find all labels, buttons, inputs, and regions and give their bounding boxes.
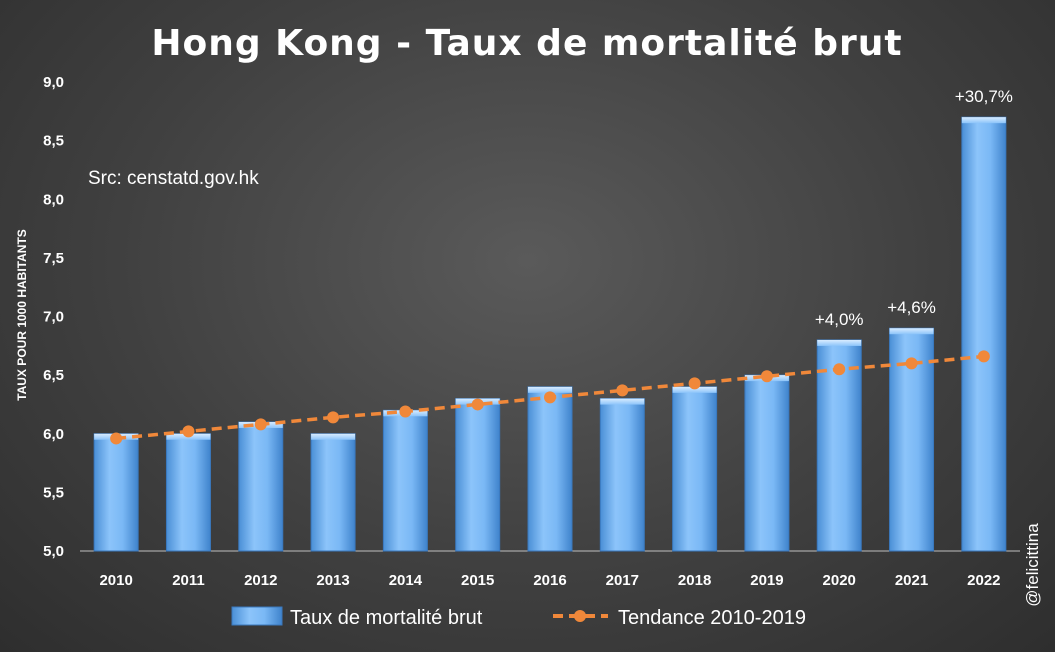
bar: [93, 433, 139, 552]
legend-trend-label: Tendance 2010-2019: [618, 607, 806, 629]
chart-title: Hong Kong - Taux de mortalité brut: [151, 23, 902, 64]
bar: [382, 409, 428, 552]
trend-point: [977, 350, 990, 363]
bar-body: [672, 386, 718, 552]
bar-body: [310, 433, 356, 552]
y-tick-label: 5,0: [43, 543, 64, 560]
x-tick-label: 2013: [316, 572, 349, 589]
bar-body: [238, 421, 284, 552]
x-tick-label: 2011: [172, 572, 205, 589]
trend-point: [833, 363, 846, 376]
y-tick-label: 6,5: [43, 367, 64, 384]
y-tick-label: 9,0: [43, 74, 64, 91]
x-tick-label: 2017: [606, 572, 639, 589]
bar: [672, 386, 718, 552]
bar-cap: [672, 386, 717, 393]
bar-cap: [528, 386, 572, 393]
bar: [816, 339, 862, 552]
trend-point: [327, 411, 340, 424]
x-axis-ticks: 2010 2011 2012 2013 2014 2015 2016 2017 2018 2019…: [99, 572, 1000, 589]
trend-point: [760, 370, 773, 383]
trend-point: [110, 432, 123, 445]
annotation-label: +4,0%: [815, 310, 864, 329]
x-tick-label: 2014: [389, 572, 423, 589]
bar-cap: [311, 433, 356, 440]
y-tick-label: 6,0: [43, 426, 64, 443]
trend-point: [544, 391, 556, 404]
trend-series: [110, 350, 990, 445]
bar: [238, 421, 284, 552]
bar: [455, 398, 501, 552]
annotation-label: +4,6%: [887, 298, 936, 317]
trend-point: [182, 425, 195, 438]
legend-bar-swatch: [231, 606, 283, 626]
x-tick-label: 2018: [678, 572, 711, 589]
legend-trend-marker: [574, 610, 586, 622]
bar: [599, 398, 645, 552]
bar-body: [527, 386, 573, 552]
bar-cap: [889, 328, 934, 335]
annotation-label: +30,7%: [955, 87, 1013, 106]
y-axis-ticks: 5,0 5,5 6,0 6,5 7,0 7,5 8,0 8,5 9,0: [43, 74, 64, 560]
bar: [527, 386, 573, 552]
trend-point: [254, 418, 267, 431]
x-tick-label: 2021: [895, 572, 928, 589]
x-tick-label: 2010: [99, 572, 132, 589]
bar-series: [80, 116, 1020, 552]
y-axis-label: TAUX POUR 1000 HABITANTS: [15, 229, 29, 401]
bar: [165, 433, 211, 552]
y-tick-label: 7,0: [43, 309, 64, 326]
bar-cap: [600, 398, 645, 405]
y-tick-label: 8,5: [43, 133, 64, 150]
bar-body: [599, 398, 645, 552]
trend-point: [688, 377, 701, 390]
x-tick-label: 2020: [823, 572, 856, 589]
x-tick-label: 2016: [533, 572, 566, 589]
annotations: +4,0% +4,6% +30,7%: [815, 87, 1013, 329]
bar: [744, 374, 790, 552]
x-tick-label: 2019: [750, 572, 783, 589]
trend-point: [399, 405, 412, 418]
bar-body: [382, 409, 428, 552]
source-note: Src: censtatd.gov.hk: [88, 168, 259, 189]
bar-body: [961, 116, 1007, 552]
y-tick-label: 7,5: [43, 250, 64, 267]
bar-body: [165, 433, 211, 552]
x-tick-label: 2022: [967, 572, 1000, 589]
bar: [961, 116, 1007, 552]
bar-cap: [961, 117, 1006, 124]
y-tick-label: 5,5: [43, 484, 64, 501]
bar-cap: [817, 339, 862, 346]
x-tick-label: 2012: [244, 572, 277, 589]
x-tick-label: 2015: [461, 572, 494, 589]
bar-body: [93, 433, 139, 552]
bar: [310, 433, 356, 552]
legend: Taux de mortalité brut Tendance 2010-201…: [231, 606, 806, 629]
y-tick-label: 8,0: [43, 191, 64, 208]
legend-bar-label: Taux de mortalité brut: [290, 607, 483, 629]
trend-point: [905, 357, 918, 370]
bar-body: [455, 398, 501, 552]
trend-point: [616, 384, 629, 397]
watermark: @felicittina: [1023, 523, 1042, 607]
trend-point: [471, 398, 484, 411]
bar-body: [744, 374, 790, 552]
